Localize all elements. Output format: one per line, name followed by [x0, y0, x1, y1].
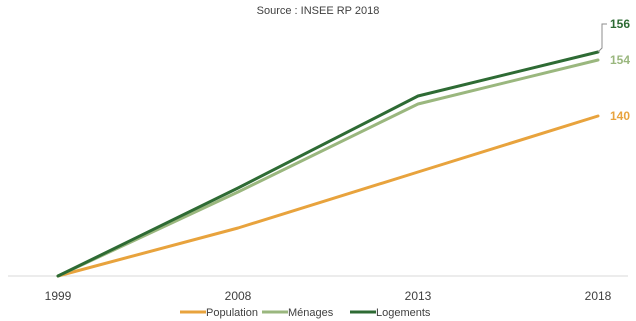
legend-item-population: Population [180, 307, 258, 319]
end-label-leader-line [597, 23, 607, 53]
x-tick-label: 1999 [45, 289, 72, 303]
end-label-logements: 156 [610, 17, 630, 31]
end-label-leaders [597, 23, 607, 53]
x-axis-ticks: 1999 2008 2013 2018 [45, 289, 612, 303]
end-labels: 140 154 156 [610, 17, 630, 123]
chart-source: Source : INSEE RP 2018 [257, 5, 380, 17]
legend-item-ménages: Ménages [262, 307, 334, 319]
legend-label: Population [206, 307, 258, 319]
end-label-ménages: 154 [610, 53, 630, 67]
series-line-population [56, 114, 600, 278]
end-label-population: 140 [610, 109, 630, 123]
legend-label: Ménages [288, 307, 334, 319]
series-line-logements [56, 50, 600, 278]
x-tick-label: 2008 [225, 289, 252, 303]
x-tick-label: 2013 [405, 289, 432, 303]
legend-label: Logements [376, 307, 431, 319]
series-lines [56, 50, 600, 278]
legend-item-logements: Logements [350, 307, 431, 319]
x-tick-label: 2018 [585, 289, 612, 303]
series-line-ménages [56, 58, 600, 278]
legend: Population Ménages Logements [180, 307, 431, 319]
